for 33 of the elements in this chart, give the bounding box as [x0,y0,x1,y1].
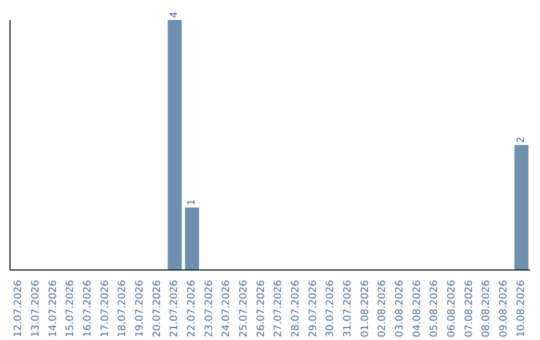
x-tick-label: 09.08.2026 [498,280,510,338]
x-tick-label: 07.08.2026 [464,280,475,338]
x-tick-label: 26.07.2026 [256,280,267,338]
x-tick-label: 18.07.2026 [117,280,128,338]
x-tick-label: 08.08.2026 [481,280,492,338]
data-label: 2 [516,136,527,143]
x-tick-label: 17.07.2026 [100,280,111,338]
x-tick-label: 13.07.2026 [30,280,42,338]
data-label: 4 [169,12,180,18]
x-tick-label: 27.07.2026 [273,280,284,338]
x-tick-label: 06.08.2026 [446,280,458,338]
x-tick-label: 12.07.2026 [13,280,24,338]
x-tick-label: 20.07.2026 [152,280,163,338]
x-tick-label: 28.07.2026 [290,280,302,338]
x-tick-label: 21.07.2026 [169,280,180,338]
x-tick-label: 29.07.2026 [308,280,319,338]
x-tick-label: 22.07.2026 [186,280,198,338]
x-tick-label: 15.07.2026 [65,280,76,338]
x-tick-label: 02.08.2026 [377,280,388,338]
x-tick-label: 23.07.2026 [204,280,215,338]
x-tick-label: 31.07.2026 [342,280,354,338]
x-tick-label: 14.07.2026 [48,280,59,338]
x-tick-label: 19.07.2026 [134,280,146,338]
x-tick-label: 04.08.2026 [412,280,423,338]
x-tick-label: 05.08.2026 [429,280,440,338]
x-tick-label: 30.07.2026 [325,280,336,338]
x-tick-label: 01.08.2026 [360,280,371,338]
x-tick-label: 10.08.2026 [516,280,527,338]
x-tick-label: 25.07.2026 [238,280,250,338]
data-label: 1 [186,199,198,206]
x-tick-label: 03.08.2026 [394,280,406,338]
x-tick-label: 16.07.2026 [82,280,94,338]
x-tick-label: 24.07.2026 [221,280,232,338]
